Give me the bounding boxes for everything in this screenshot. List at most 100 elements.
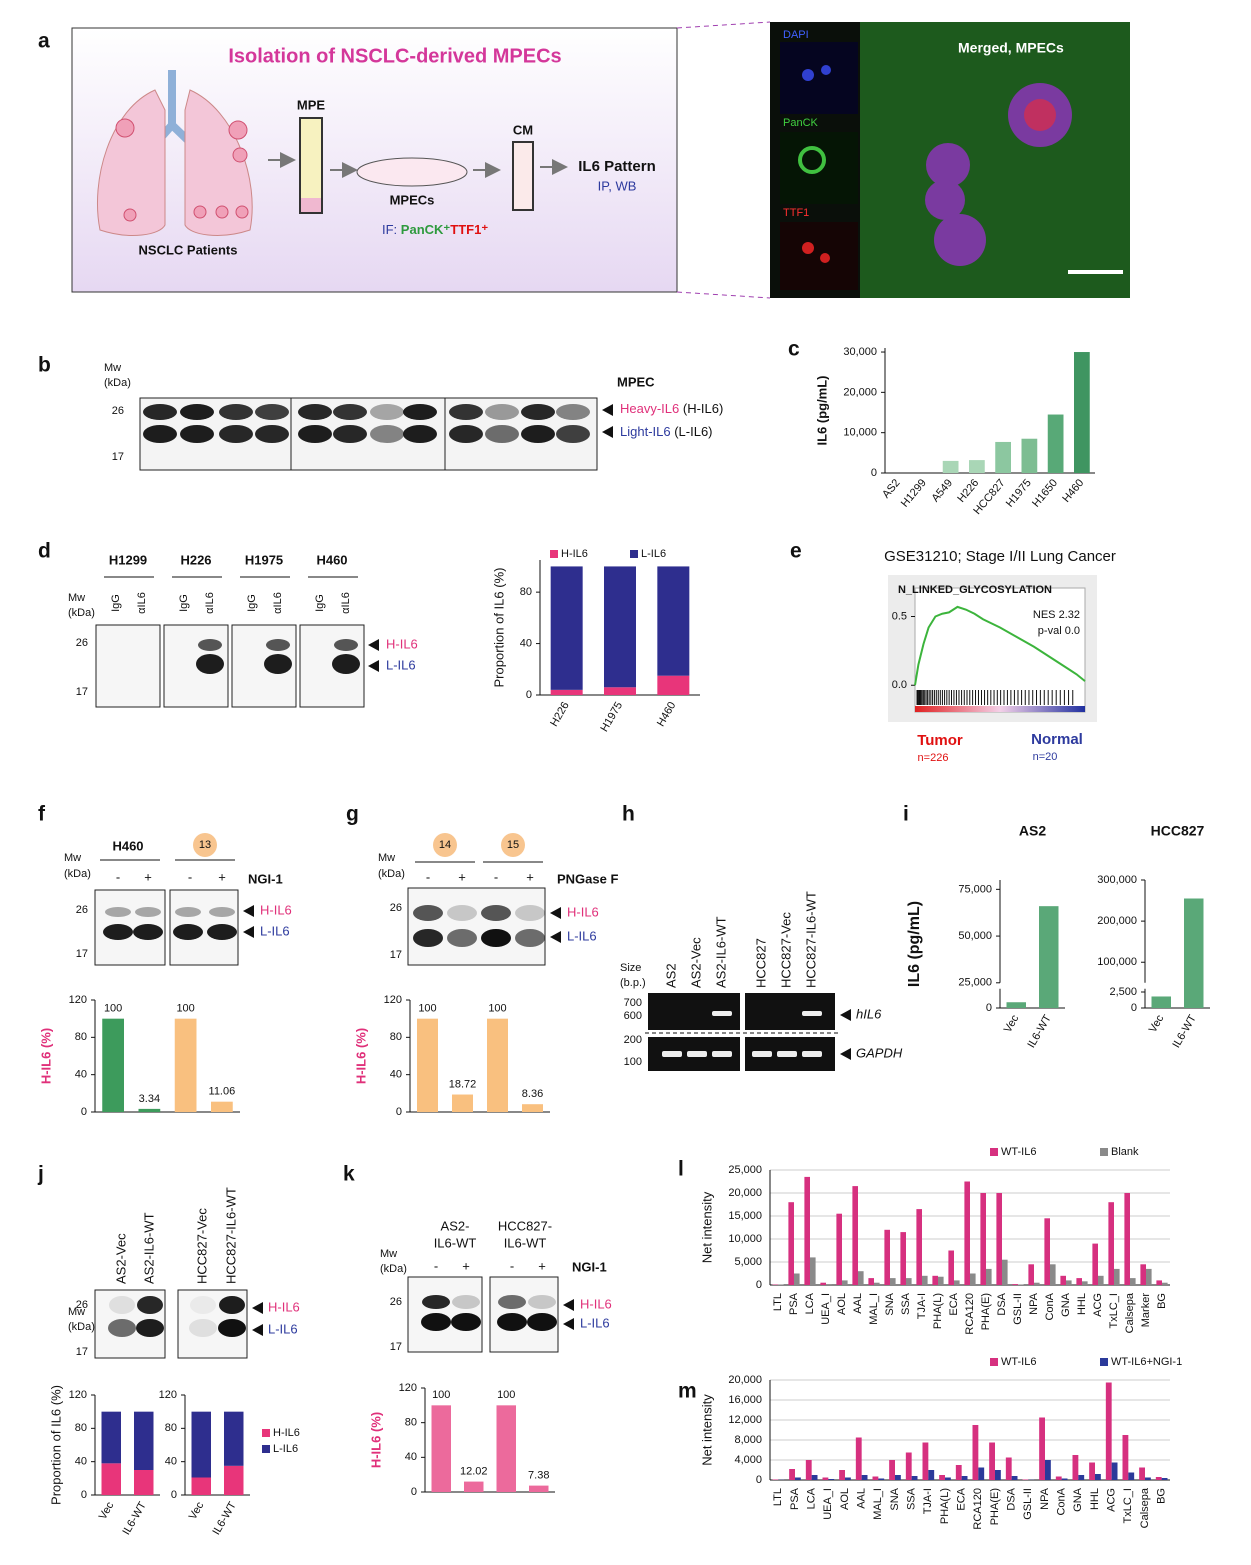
bar bbox=[980, 1193, 986, 1285]
arrowhead bbox=[840, 1048, 851, 1060]
group-label: HCC827- bbox=[498, 1218, 552, 1233]
band bbox=[422, 1295, 450, 1309]
size: 600 bbox=[624, 1010, 642, 1022]
bar bbox=[1111, 1462, 1118, 1480]
bar bbox=[1114, 1268, 1120, 1285]
band bbox=[133, 924, 163, 940]
label: Heavy-IL6 bbox=[620, 401, 679, 416]
lane-label: αIL6 bbox=[340, 592, 352, 614]
y-axis-label: IL6 (pg/mL) bbox=[906, 901, 923, 987]
bar bbox=[900, 1232, 906, 1285]
y-tick-label: 120 bbox=[69, 1389, 87, 1401]
lane-label: AS2-Vec bbox=[113, 1233, 128, 1284]
bar bbox=[1092, 1243, 1098, 1285]
value-label: 100 bbox=[432, 1389, 450, 1401]
x-tick-label: Vec bbox=[1002, 1013, 1022, 1035]
tube bbox=[512, 141, 534, 211]
x-tick-label: MAL_I bbox=[872, 1488, 884, 1520]
value-label: 8.36 bbox=[522, 1088, 543, 1100]
band-label: L-IL6 bbox=[268, 1321, 298, 1336]
bar bbox=[1145, 1477, 1151, 1480]
cell-label: H226 bbox=[180, 552, 211, 567]
bar bbox=[916, 1209, 922, 1285]
bar bbox=[1050, 1264, 1056, 1285]
scheme-text: IP, WB bbox=[598, 178, 637, 193]
sample-label: 15 bbox=[507, 839, 519, 851]
legend-swatch bbox=[990, 1358, 998, 1366]
y-tick-label: 0 bbox=[171, 1489, 177, 1501]
channel-label: DAPI bbox=[783, 29, 809, 41]
bar bbox=[884, 1229, 890, 1285]
gel bbox=[745, 993, 835, 1030]
bar bbox=[1155, 1477, 1162, 1480]
channel-label: Merged, MPECs bbox=[958, 40, 1064, 56]
bar-segment bbox=[134, 1470, 154, 1495]
arrowhead bbox=[550, 907, 561, 919]
bar bbox=[1122, 1435, 1129, 1480]
y-tick-label: 20,000 bbox=[728, 1187, 762, 1199]
band bbox=[207, 924, 237, 940]
legend-label: Blank bbox=[1111, 1146, 1139, 1158]
lane-label: AS2-Vec bbox=[688, 937, 703, 988]
legend-swatch bbox=[262, 1429, 270, 1437]
bar bbox=[805, 1460, 812, 1480]
gene: GAPDH bbox=[856, 1045, 903, 1060]
x-tick-label: PSA bbox=[789, 1487, 801, 1510]
chart-title: AS2 bbox=[1019, 823, 1046, 839]
x-tick-label: SSA bbox=[900, 1292, 912, 1315]
x-tick-label: AAL bbox=[856, 1488, 868, 1509]
x-tick-label: ConA bbox=[1044, 1292, 1056, 1320]
x-tick-label: TxLC_I bbox=[1122, 1488, 1134, 1523]
sign: - bbox=[426, 869, 430, 884]
band bbox=[481, 929, 511, 947]
x-tick-label: TJA-I bbox=[916, 1293, 928, 1319]
line bbox=[914, 605, 1086, 686]
bar bbox=[788, 1202, 794, 1285]
bar bbox=[1045, 1460, 1051, 1480]
band bbox=[136, 1319, 164, 1337]
value-label: 12.02 bbox=[460, 1465, 488, 1477]
band bbox=[413, 905, 443, 921]
sign: + bbox=[218, 869, 226, 884]
scheme-text: CM bbox=[513, 122, 533, 137]
band bbox=[449, 425, 483, 443]
mw: Mw bbox=[64, 852, 81, 864]
bar bbox=[969, 460, 985, 473]
x-tick-label: Vec bbox=[97, 1500, 117, 1522]
panel-labels: a b c d e f g h i j k l m bbox=[37, 30, 909, 1403]
x-tick-label: UEA_I bbox=[822, 1488, 834, 1520]
sign: + bbox=[462, 1258, 470, 1273]
bar bbox=[1060, 1275, 1066, 1285]
sign: - bbox=[510, 1258, 514, 1273]
y-axis-label: IL6 (pg/mL) bbox=[814, 375, 829, 445]
band bbox=[266, 639, 290, 651]
bar bbox=[1151, 996, 1171, 1008]
y-tick-label: 75,000 bbox=[958, 883, 992, 895]
x-tick-label: GSL-II bbox=[1022, 1488, 1034, 1520]
y-tick-label: 0 bbox=[526, 689, 532, 701]
x-tick-label: A549 bbox=[929, 477, 955, 504]
group-n: n=20 bbox=[1033, 751, 1058, 763]
x-tick-label: H226 bbox=[548, 700, 572, 729]
x-tick-label: SSA bbox=[906, 1487, 918, 1510]
x-tick-label: IL6-WT bbox=[210, 1500, 239, 1537]
bar bbox=[795, 1477, 801, 1480]
bar bbox=[804, 1176, 810, 1285]
bar bbox=[922, 1442, 929, 1480]
arrowhead bbox=[368, 660, 379, 672]
channel-label: TTF1 bbox=[783, 207, 809, 219]
band bbox=[334, 639, 358, 651]
legend-label: H-IL6 bbox=[561, 548, 588, 560]
y-tick-label: 0.0 bbox=[892, 679, 907, 691]
size-label: Size bbox=[620, 962, 641, 974]
band bbox=[173, 924, 203, 940]
y-tick-label: 0 bbox=[871, 467, 877, 479]
band bbox=[556, 425, 590, 443]
panel-label: c bbox=[788, 338, 800, 361]
arrowhead bbox=[563, 1318, 574, 1330]
bar bbox=[948, 1250, 954, 1285]
bar bbox=[1140, 1264, 1146, 1285]
bar-segment bbox=[657, 566, 690, 676]
y-tick-label: 5,000 bbox=[734, 1256, 762, 1268]
bar bbox=[928, 1470, 935, 1480]
